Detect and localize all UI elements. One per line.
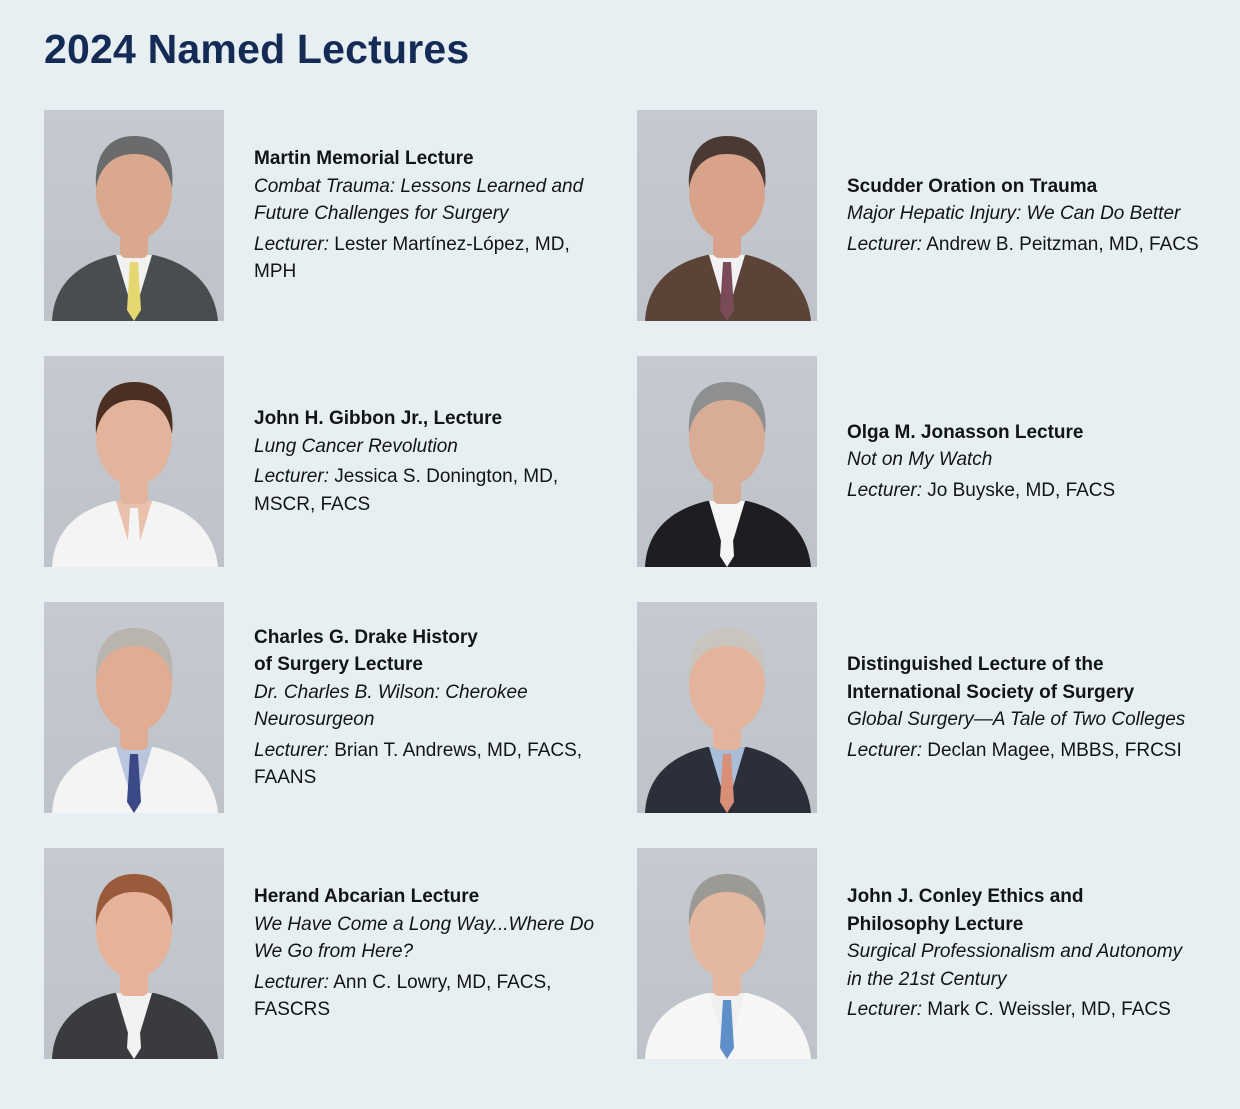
lecture-card-2: Scudder Oration on Trauma Major Hepatic … bbox=[637, 110, 1224, 321]
lecturer-photo bbox=[637, 602, 817, 813]
lecturer-label: Lecturer: bbox=[847, 999, 922, 1021]
portrait-icon bbox=[52, 874, 218, 1059]
lecture-card-8: John J. Conley Ethics and Philosophy Lec… bbox=[637, 848, 1224, 1059]
lecturer-line: Lecturer: Lester Martínez-López, MD, MPH bbox=[254, 231, 583, 286]
lecture-info: Martin Memorial Lecture Combat Trauma: L… bbox=[254, 145, 583, 286]
lecture-info: Scudder Oration on Trauma Major Hepatic … bbox=[847, 173, 1199, 259]
lecture-name: Scudder Oration on Trauma bbox=[847, 175, 1098, 197]
lecturer-name: Brian T. Andrews, MD, FACS, FAANS bbox=[254, 739, 583, 789]
lecture-card-7: Herand Abcarian Lecture We Have Come a L… bbox=[44, 848, 637, 1059]
lecturer-photo bbox=[637, 356, 817, 567]
lecturer-photo bbox=[44, 110, 224, 321]
lecturer-name: Andrew B. Peitzman, MD, FACS bbox=[921, 233, 1199, 255]
lecturer-line: Lecturer: Andrew B. Peitzman, MD, FACS bbox=[847, 231, 1199, 259]
lectures-grid: Martin Memorial Lecture Combat Trauma: L… bbox=[44, 110, 1224, 1059]
lecture-card-3: John H. Gibbon Jr., Lecture Lung Cancer … bbox=[44, 356, 637, 567]
talk-title: Dr. Charles B. Wilson: Cherokee Neurosur… bbox=[254, 681, 528, 731]
lecture-card-1: Martin Memorial Lecture Combat Trauma: L… bbox=[44, 110, 637, 321]
portrait-icon bbox=[645, 874, 811, 1059]
portrait-icon bbox=[52, 136, 218, 321]
lecture-name: Martin Memorial Lecture bbox=[254, 148, 474, 170]
lecture-card-5: Charles G. Drake History of Surgery Lect… bbox=[44, 602, 637, 813]
lecture-info: John H. Gibbon Jr., Lecture Lung Cancer … bbox=[254, 405, 558, 518]
talk-title: Global Surgery—A Tale of Two Colleges bbox=[847, 709, 1186, 730]
lecturer-label: Lecturer: bbox=[254, 971, 329, 993]
lecturer-photo bbox=[637, 848, 817, 1059]
lecture-name: Distinguished Lecture of the Internation… bbox=[847, 654, 1135, 703]
lecture-name: John J. Conley Ethics and Philosophy Lec… bbox=[847, 886, 1084, 935]
lecturer-name: Mark C. Weissler, MD, FACS bbox=[921, 999, 1171, 1021]
lecturer-label: Lecturer: bbox=[254, 233, 329, 255]
lecturer-name: Declan Magee, MBBS, FRCSI bbox=[921, 739, 1182, 761]
lecturer-line: Lecturer: Mark C. Weissler, MD, FACS bbox=[847, 996, 1182, 1024]
lecture-name: Olga M. Jonasson Lecture bbox=[847, 421, 1084, 443]
lecturer-line: Lecturer: Jo Buyske, MD, FACS bbox=[847, 477, 1115, 505]
lecturer-name: Jessica S. Donington, MD, MSCR, FACS bbox=[254, 466, 559, 515]
talk-title: Lung Cancer Revolution bbox=[254, 435, 458, 457]
portrait-icon bbox=[52, 628, 218, 813]
lecturer-label: Lecturer: bbox=[847, 479, 922, 501]
talk-title: Surgical Professionalism and Autonomy in… bbox=[847, 941, 1183, 990]
lecture-name: Charles G. Drake History of Surgery Lect… bbox=[254, 626, 478, 676]
talk-title: Combat Trauma: Lessons Learned and Futur… bbox=[254, 175, 584, 225]
talk-title: We Have Come a Long Way...Where Do We Go… bbox=[254, 913, 595, 963]
lecture-card-6: Distinguished Lecture of the Internation… bbox=[637, 602, 1224, 813]
lecturer-name: Lester Martínez-López, MD, MPH bbox=[254, 233, 570, 283]
lecture-card-4: Olga M. Jonasson Lecture Not on My Watch… bbox=[637, 356, 1224, 567]
lecturer-line: Lecturer: Jessica S. Donington, MD, MSCR… bbox=[254, 463, 558, 518]
talk-title: Major Hepatic Injury: We Can Do Better bbox=[847, 203, 1181, 225]
lecture-name: Herand Abcarian Lecture bbox=[254, 886, 480, 908]
portrait-icon bbox=[52, 382, 218, 567]
lecturer-label: Lecturer: bbox=[847, 233, 922, 255]
lecturer-line: Lecturer: Brian T. Andrews, MD, FACS, FA… bbox=[254, 737, 582, 792]
lecturer-photo bbox=[44, 602, 224, 813]
lecturer-name: Jo Buyske, MD, FACS bbox=[921, 479, 1116, 501]
lecturer-label: Lecturer: bbox=[254, 466, 329, 487]
portrait-icon bbox=[645, 382, 811, 567]
lecturer-photo bbox=[44, 356, 224, 567]
talk-title: Not on My Watch bbox=[847, 449, 993, 471]
lecture-info: Charles G. Drake History of Surgery Lect… bbox=[254, 624, 582, 792]
lecture-info: John J. Conley Ethics and Philosophy Lec… bbox=[847, 883, 1182, 1024]
lecture-info: Herand Abcarian Lecture We Have Come a L… bbox=[254, 883, 594, 1024]
lecturer-line: Lecturer: Declan Magee, MBBS, FRCSI bbox=[847, 737, 1185, 765]
lecture-name: John H. Gibbon Jr., Lecture bbox=[254, 408, 503, 429]
lecture-info: Olga M. Jonasson Lecture Not on My Watch… bbox=[847, 419, 1115, 505]
lecturer-photo bbox=[637, 110, 817, 321]
lecturer-photo bbox=[44, 848, 224, 1059]
lecture-info: Distinguished Lecture of the Internation… bbox=[847, 651, 1185, 764]
lecturer-name: Ann C. Lowry, MD, FACS, FASCRS bbox=[254, 971, 552, 1021]
portrait-icon bbox=[645, 628, 811, 813]
portrait-icon bbox=[645, 136, 811, 321]
lecturer-label: Lecturer: bbox=[254, 739, 329, 761]
page-title: 2024 Named Lectures bbox=[44, 26, 470, 72]
lecturer-label: Lecturer: bbox=[847, 739, 922, 761]
lecturer-line: Lecturer: Ann C. Lowry, MD, FACS, FASCRS bbox=[254, 969, 594, 1024]
